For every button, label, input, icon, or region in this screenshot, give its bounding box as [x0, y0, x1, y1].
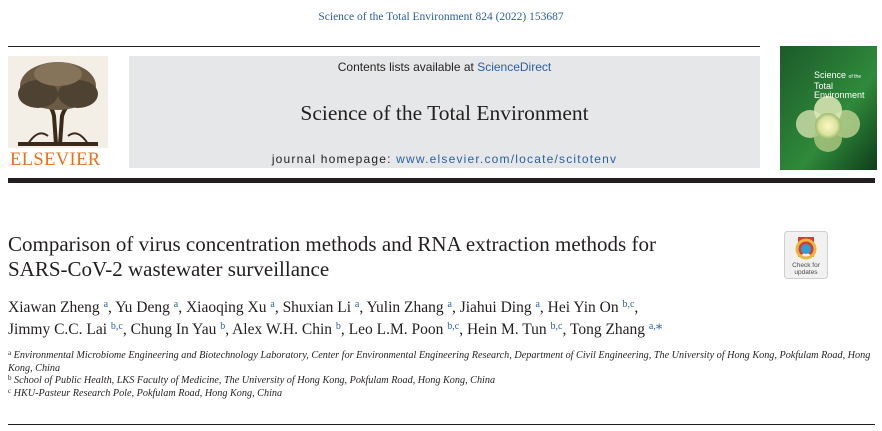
article-title: Comparison of virus concentration method… [8, 232, 778, 282]
affiliation-list: a Environmental Microbiome Engineering a… [8, 350, 878, 400]
author[interactable]: Chung In Yau b [130, 321, 226, 338]
cover-line2: of the [848, 74, 862, 80]
journal-title[interactable]: Science of the Total Environment [300, 101, 589, 125]
elsevier-wordmark[interactable]: ELSEVIER [10, 150, 101, 170]
title-line-2: SARS-CoV-2 wastewater surveillance [8, 257, 330, 281]
cover-title: Science of the Total Environment [814, 71, 874, 100]
elsevier-tree-logo[interactable] [8, 56, 108, 174]
check-for-updates-label[interactable]: Check for updates [784, 262, 828, 276]
journal-homepage: journal homepage: www.elsevier.com/locat… [129, 152, 760, 166]
author[interactable]: Jiahui Ding a [459, 299, 540, 316]
affiliation-c: c HKU-Pasteur Research Pole, Pokfulam Ro… [8, 386, 283, 399]
affiliation-a: a Environmental Microbiome Engineering a… [8, 349, 871, 374]
author[interactable]: Tong Zhang a,⁎ [569, 317, 663, 338]
author-list: Xiawan Zheng a, Yu Deng a, Xiaoqing Xu a… [8, 299, 663, 338]
check-for-updates-icon[interactable] [784, 231, 828, 279]
section-rule [8, 424, 875, 425]
affiliation-b: b School of Public Health, LKS Faculty o… [8, 374, 496, 387]
title-line-1: Comparison of virus concentration method… [8, 232, 656, 256]
sciencedirect-link[interactable]: ScienceDirect [477, 60, 552, 74]
author[interactable]: Leo L.M. Poon b,c [348, 321, 460, 338]
cover-line1: Science [814, 70, 847, 80]
corresponding-author-mark[interactable]: ⁎ [655, 317, 663, 332]
author[interactable]: Yulin Zhang a [366, 299, 452, 316]
cover-line3: Total Environment [814, 81, 865, 100]
author[interactable]: Xiaoqing Xu a [185, 299, 275, 316]
author[interactable]: Hei Yin On b,c [547, 299, 635, 316]
contents-prefix: Contents lists available at [337, 60, 474, 74]
author[interactable]: Xiawan Zheng a [8, 299, 109, 316]
header-top-rule [8, 46, 760, 47]
homepage-link[interactable]: www.elsevier.com/locate/scitotenv [396, 152, 618, 166]
contents-line: Contents lists available at ScienceDirec… [129, 60, 760, 74]
author[interactable]: Jimmy C.C. Lai b,c [8, 321, 123, 338]
homepage-prefix: journal homepage: [271, 152, 392, 166]
author[interactable]: Shuxian Li a [282, 299, 360, 316]
author[interactable]: Yu Deng a [115, 299, 179, 316]
author[interactable]: Hein M. Tun b,c [466, 321, 563, 338]
journal-cover-image[interactable] [780, 46, 877, 170]
cfu-line1: Check for [792, 262, 820, 269]
cfu-line2: updates [794, 269, 818, 276]
journal-citation[interactable]: Science of the Total Environment 824 (20… [318, 11, 564, 23]
header-thick-rule [8, 178, 875, 183]
journal-banner [129, 56, 760, 168]
author[interactable]: Alex W.H. Chin b [232, 321, 341, 338]
